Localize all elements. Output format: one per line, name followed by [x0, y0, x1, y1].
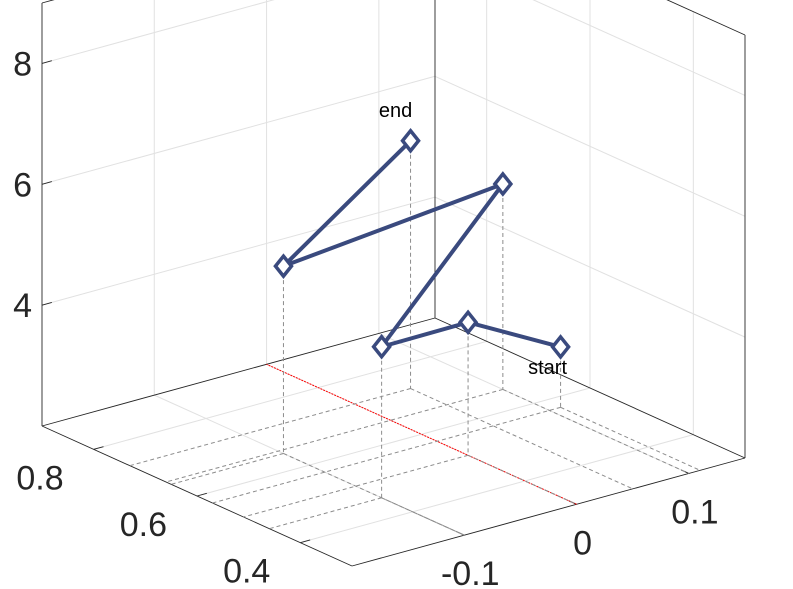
projection-floor-x-1 — [243, 454, 469, 518]
projection-floor-x-2 — [269, 497, 382, 530]
y-tick-label-0: 0.4 — [223, 553, 270, 589]
projection-floor-x-4 — [171, 452, 284, 485]
series-line — [281, 139, 562, 349]
grid-line-y-floor-1 — [196, 387, 591, 497]
projection-floor-x-3 — [165, 388, 503, 483]
grid-line-z-side-1 — [434, 75, 746, 217]
box-edge-1 — [41, 0, 55, 4]
data-point-4 — [273, 253, 294, 279]
z-tick-1 — [41, 181, 52, 185]
projection-floor-y-3 — [502, 388, 690, 474]
grid-line-z-side-0 — [434, 196, 746, 338]
x-tick-label-2: 0.1 — [671, 493, 718, 531]
projection-floor-y-1 — [467, 454, 577, 505]
projection-floor-y-0 — [560, 406, 701, 471]
z-tick-label-2: 8 — [13, 45, 32, 83]
tick-labels: -0.1 0 0.1 0.4 0.6 0.8 4 6 8 — [13, 45, 718, 589]
grid-line-y-floor-0 — [300, 434, 694, 544]
grid — [41, 0, 746, 544]
projection-floor-y-5 — [410, 388, 633, 490]
y-tick-1 — [196, 492, 207, 497]
projection-floor-x-5 — [129, 388, 411, 467]
box-edge-6 — [41, 317, 436, 427]
box-edge-2 — [666, 0, 746, 36]
series-polyline — [281, 139, 562, 349]
y-tick-label-1: 0.6 — [120, 506, 167, 544]
projection-lines — [129, 140, 701, 536]
z-tick-label-0: 4 — [13, 287, 32, 325]
axes-box — [41, 0, 746, 567]
data-point-5 — [400, 127, 421, 154]
data-point-2 — [371, 333, 392, 360]
reference-line — [266, 363, 577, 505]
data-point-3 — [492, 171, 514, 197]
y-tick-2 — [93, 446, 104, 450]
x-tick-label-0: -0.1 — [441, 555, 500, 589]
data-point-1 — [457, 309, 479, 336]
grid-line-z-back-0 — [41, 196, 436, 306]
projection-floor-y-4 — [283, 453, 465, 536]
box-edge-5 — [434, 317, 746, 459]
reference-line-segment — [266, 363, 577, 505]
annotation-end: end — [379, 100, 412, 122]
x-tick-label-1: 0 — [573, 524, 592, 562]
grid-line-z-back-1 — [41, 75, 436, 185]
annotations: start end — [379, 100, 568, 379]
y-tick-0 — [300, 539, 311, 544]
data-point-0 — [550, 334, 571, 360]
z-tick-2 — [41, 60, 52, 64]
z-tick-label-1: 6 — [13, 166, 32, 204]
series-markers — [273, 127, 571, 360]
y-tick-label-2: 0.8 — [16, 459, 63, 497]
grid-line-z-back-2 — [41, 0, 275, 64]
box-edge-7 — [351, 457, 746, 567]
grid-line-y-floor-2 — [93, 340, 487, 450]
annotation-start: start — [528, 357, 567, 379]
z-tick-0 — [41, 302, 52, 306]
grid-line-z-side-2 — [532, 0, 746, 96]
